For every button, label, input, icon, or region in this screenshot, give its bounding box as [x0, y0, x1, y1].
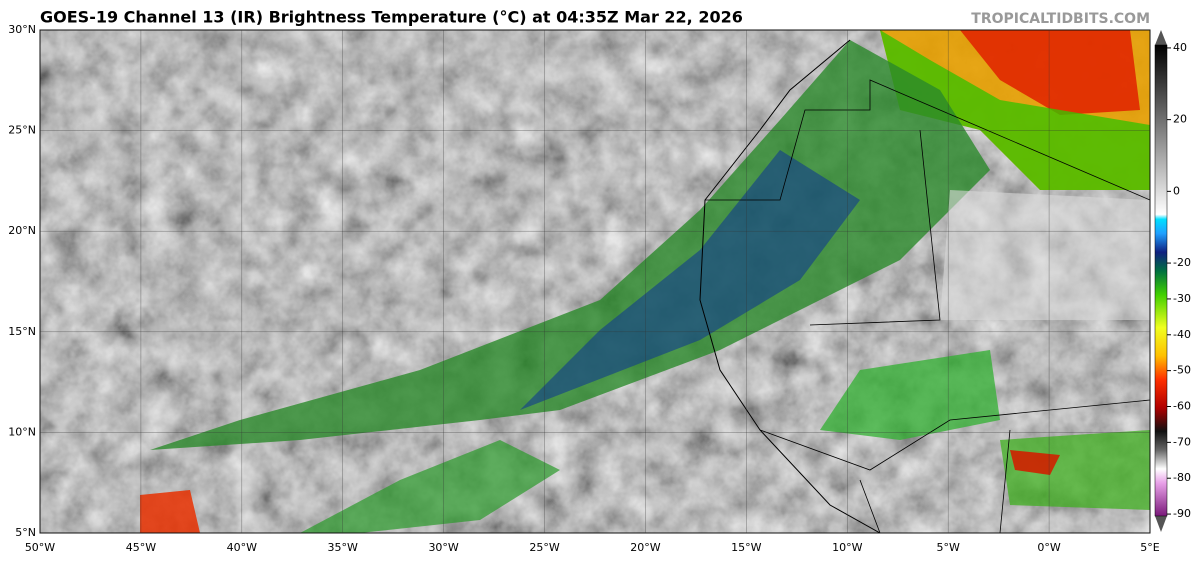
colorbar-label: -70	[1173, 435, 1191, 448]
lon-label: 5°W	[936, 541, 959, 554]
title: GOES-19 Channel 13 (IR) Brightness Tempe…	[40, 8, 743, 27]
colorbar-label: -20	[1173, 256, 1191, 269]
colorbar-label: -50	[1173, 364, 1191, 377]
lon-label: 0°W	[1037, 541, 1060, 554]
lon-label: 40°W	[227, 541, 257, 554]
colorbar-label: -80	[1173, 471, 1191, 484]
lon-label: 30°W	[428, 541, 458, 554]
colorbar-label: -30	[1173, 292, 1191, 305]
colorbar-label: 0	[1173, 184, 1180, 197]
colorbar-label: 20	[1173, 113, 1187, 126]
lon-label: 45°W	[126, 541, 156, 554]
lat-label: 25°N	[8, 124, 36, 137]
lat-label: 10°N	[8, 425, 36, 438]
satellite-image	[40, 30, 1150, 533]
colorbar-label: -40	[1173, 328, 1191, 341]
lat-label: 30°N	[8, 23, 36, 36]
lon-label: 5°E	[1140, 541, 1159, 554]
colorbar-label: -60	[1173, 400, 1191, 413]
lon-label: 25°W	[529, 541, 559, 554]
colorbar-label: 40	[1173, 41, 1187, 54]
credit: TROPICALTIDBITS.COM	[971, 11, 1150, 27]
lon-label: 35°W	[328, 541, 358, 554]
lon-label: 20°W	[630, 541, 660, 554]
lat-label: 20°N	[8, 224, 36, 237]
colorbar-label: -90	[1173, 507, 1191, 520]
lat-label: 15°N	[8, 325, 36, 338]
lat-label: 5°N	[15, 526, 36, 539]
lon-label: 10°W	[832, 541, 862, 554]
colorbar	[1154, 44, 1168, 517]
lon-label: 50°W	[25, 541, 55, 554]
lon-label: 15°W	[731, 541, 761, 554]
